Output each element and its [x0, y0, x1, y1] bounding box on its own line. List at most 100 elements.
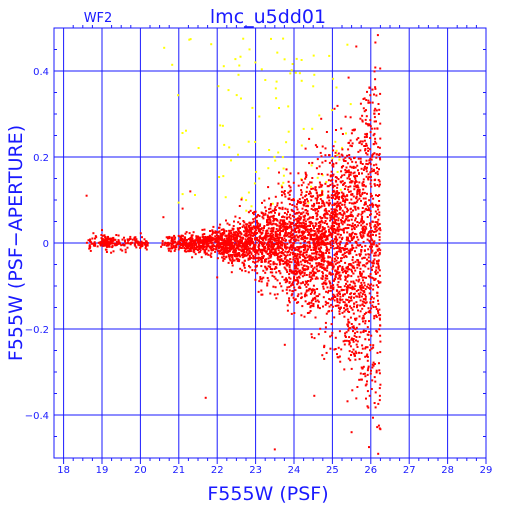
red-point [318, 221, 321, 223]
red-point [304, 245, 307, 248]
red-point [312, 252, 315, 255]
yellow-point [339, 188, 342, 191]
red-point [345, 241, 348, 244]
red-point [343, 211, 346, 214]
red-point [367, 207, 370, 210]
red-point [333, 228, 336, 231]
red-point [254, 260, 257, 263]
red-point [228, 229, 231, 232]
red-point [247, 271, 250, 274]
red-point [325, 312, 328, 315]
red-point [337, 198, 340, 201]
red-point [371, 366, 374, 369]
red-point [293, 227, 296, 230]
red-point [102, 241, 105, 244]
red-point [264, 233, 267, 236]
red-point [222, 245, 225, 248]
red-point [93, 244, 96, 246]
red-point [358, 335, 361, 338]
red-point [256, 272, 259, 275]
red-point [183, 239, 186, 242]
red-point [370, 158, 373, 161]
red-point [318, 206, 321, 209]
red-point [221, 243, 224, 245]
red-point [362, 373, 365, 375]
red-point [359, 140, 362, 143]
red-point [332, 240, 335, 243]
red-point [369, 157, 372, 160]
red-point [321, 226, 324, 229]
red-point [249, 251, 252, 254]
red-point [348, 201, 351, 204]
red-point [347, 318, 350, 321]
red-point [190, 247, 193, 250]
red-point [316, 197, 319, 200]
red-point [362, 298, 365, 301]
red-point [348, 215, 350, 217]
red-point [366, 163, 369, 166]
red-point [327, 204, 330, 207]
red-point [105, 248, 108, 251]
red-point [378, 154, 381, 156]
red-point [350, 215, 352, 217]
red-point [373, 70, 376, 73]
red-point [311, 277, 314, 280]
red-point [318, 165, 321, 168]
red-point [345, 227, 348, 230]
red-point [343, 285, 346, 288]
red-point [300, 193, 303, 196]
red-point [302, 253, 304, 256]
x-tick-label: 28 [441, 465, 454, 476]
red-point [357, 280, 360, 283]
red-point [346, 215, 349, 218]
red-point [349, 185, 352, 188]
red-point [232, 249, 235, 252]
red-point [220, 234, 223, 237]
red-point [222, 257, 225, 260]
red-point [332, 145, 335, 148]
red-point [357, 224, 360, 227]
red-point [309, 278, 312, 281]
red-point [299, 200, 302, 203]
red-point [352, 352, 355, 355]
red-point [306, 198, 308, 201]
red-point [161, 242, 164, 245]
red-point [326, 222, 329, 225]
red-point [358, 315, 361, 318]
red-point [304, 147, 307, 150]
red-point [374, 41, 377, 44]
red-point [332, 190, 334, 193]
red-point [274, 249, 277, 252]
red-point [345, 215, 348, 218]
red-point [236, 231, 239, 234]
yellow-point [217, 85, 220, 88]
red-point [305, 285, 308, 288]
red-point [359, 287, 362, 290]
red-point [271, 274, 274, 277]
red-point [340, 191, 343, 194]
red-point [314, 277, 317, 280]
red-point [305, 209, 308, 211]
red-point [171, 236, 174, 239]
red-point [354, 224, 357, 226]
red-point [358, 191, 361, 194]
red-point [355, 352, 358, 355]
red-point [191, 243, 194, 246]
red-point [146, 242, 149, 244]
red-point [314, 186, 317, 189]
red-point [353, 227, 356, 229]
red-point [262, 255, 265, 258]
red-point [370, 170, 373, 173]
red-point [362, 279, 364, 282]
red-point [356, 190, 359, 193]
red-point [363, 264, 365, 267]
red-point [228, 223, 231, 226]
red-point [223, 248, 226, 251]
red-point [378, 238, 381, 241]
red-point [118, 242, 121, 245]
red-point [367, 209, 370, 212]
yellow-point [227, 89, 230, 92]
red-point [193, 240, 196, 243]
red-point [246, 245, 249, 248]
red-point [366, 346, 369, 349]
